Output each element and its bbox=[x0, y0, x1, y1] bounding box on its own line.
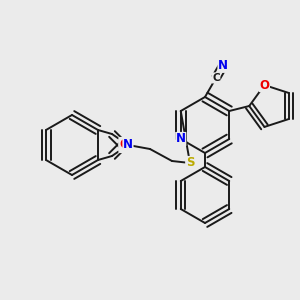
Text: O: O bbox=[119, 137, 129, 151]
Text: N: N bbox=[218, 59, 228, 72]
Text: N: N bbox=[176, 133, 186, 146]
Text: O: O bbox=[260, 79, 269, 92]
Text: O: O bbox=[119, 140, 129, 152]
Text: S: S bbox=[186, 157, 194, 169]
Text: N: N bbox=[123, 139, 133, 152]
Text: C: C bbox=[212, 73, 220, 83]
